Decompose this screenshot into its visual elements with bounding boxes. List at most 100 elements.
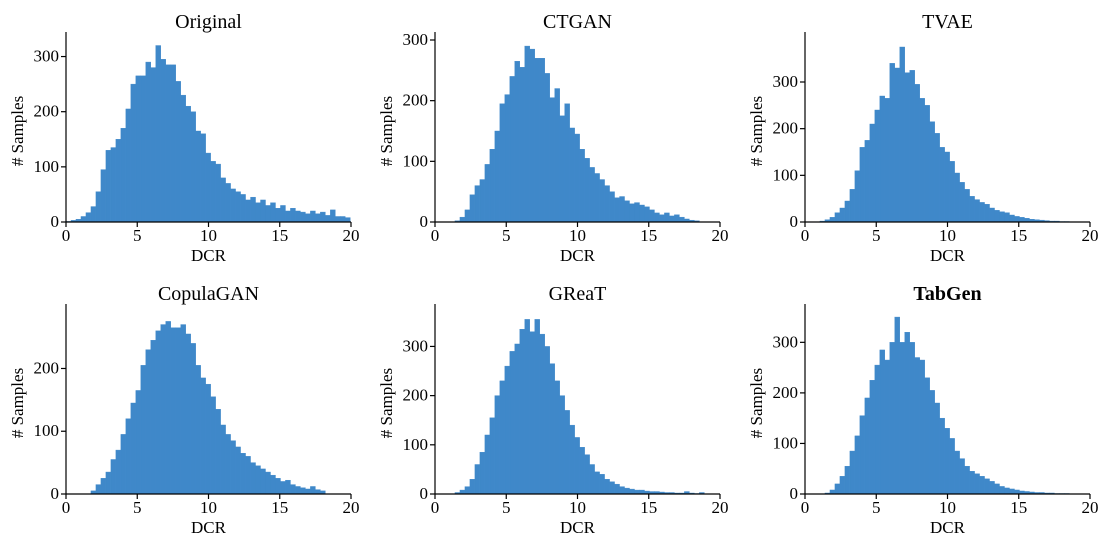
histogram-bar [140,365,146,495]
histogram-bar [839,207,846,223]
y-tick-label: 100 [34,421,60,440]
histogram-bar [245,199,251,223]
chart-title: CopulaGAN [158,283,259,305]
histogram-bar [330,209,336,223]
histogram-bar [270,474,276,495]
y-tick-label: 200 [403,91,429,110]
y-tick-label: 300 [773,72,799,91]
histogram-bar [829,217,836,223]
x-tick-label: 10 [939,498,956,517]
histogram-bar [195,365,201,495]
histogram-bar [464,486,471,495]
histogram-bar [90,206,97,223]
histogram-bar [280,205,286,223]
histogram-bar [1004,487,1010,495]
histogram-bar [979,476,985,495]
histogram-bar [230,188,236,223]
histogram-bar [919,359,925,495]
histogram-bar [325,215,331,223]
histogram-bar [604,185,610,223]
histogram-bar [524,319,530,495]
x-tick-label: 5 [133,226,142,245]
histogram-bar [310,486,316,495]
y-tick-label: 200 [403,386,429,405]
histogram-bar [175,81,181,223]
x-tick-label: 10 [569,498,586,517]
histogram-bar [849,189,856,223]
x-tick-label: 0 [62,498,71,517]
histogram-bar [859,147,866,223]
histogram-bar [529,48,535,223]
histogram-bar [874,109,881,223]
histogram-bar [95,484,102,495]
histogram-bar [160,59,166,223]
histogram-bar [529,331,535,495]
histogram-bar [145,61,151,223]
y-tick-label: 0 [790,212,799,231]
histogram-bar [574,133,580,223]
histogram-bar [165,64,171,223]
histogram-bar [544,346,550,495]
histogram-bar [669,215,675,223]
histogram-bar [849,450,856,495]
chart-title: Original [175,11,242,33]
histogram-bar [235,446,241,495]
histogram-bar [549,363,555,495]
histogram-bar [215,409,221,495]
histogram-bar [944,428,950,495]
x-tick-label: 5 [872,226,881,245]
histogram-bar [884,359,890,495]
histogram-bar [280,481,286,495]
histogram-bar [205,383,211,495]
histogram-bar [889,342,895,495]
histogram-bar [265,205,271,223]
x-axis-label: DCR [560,518,596,537]
histogram-bar [599,179,605,223]
x-axis-label: DCR [930,246,966,265]
y-axis-label: # Samples [747,368,766,438]
histogram-bar [624,200,630,223]
y-tick-label: 100 [403,151,429,170]
histogram-bar [999,211,1005,223]
histogram-bar [659,214,665,223]
histogram-bar [255,202,261,223]
histogram-bar [185,333,191,495]
x-tick-label: 20 [343,498,360,517]
x-tick-label: 10 [200,226,217,245]
histogram-bar [844,465,851,495]
y-tick-label: 300 [403,30,429,49]
histogram-bar [904,72,910,223]
histogram-bar [939,147,945,223]
x-tick-label: 5 [872,498,881,517]
x-tick-label: 0 [801,498,810,517]
histogram-bar [120,128,127,223]
histogram-bar [584,158,590,223]
x-tick-label: 20 [1082,498,1099,517]
histogram-bar [145,349,151,495]
histogram-bar [974,473,980,495]
histogram-bar [105,150,112,223]
histogram-bar [964,465,970,495]
histogram-bar [200,377,206,495]
histogram-bar [584,454,590,495]
histogram-bar [80,216,87,223]
y-axis-label: # Samples [377,368,396,438]
histogram-bar [894,316,900,495]
histogram-bar [869,123,876,223]
x-tick-label: 0 [801,226,810,245]
x-tick-label: 20 [712,498,729,517]
histogram-bar [190,111,196,223]
histogram-bar [150,67,156,223]
y-tick-label: 0 [790,484,799,503]
x-axis-label: DCR [191,518,227,537]
histogram-bar [295,210,301,223]
histogram-bar [235,191,241,223]
histogram-bar [534,319,540,495]
histogram-bar [514,61,520,223]
histogram-bar [939,417,945,495]
y-tick-label: 100 [773,433,799,452]
histogram-bar [679,216,685,223]
histogram-bar [674,214,680,223]
y-tick-label: 100 [34,157,60,176]
